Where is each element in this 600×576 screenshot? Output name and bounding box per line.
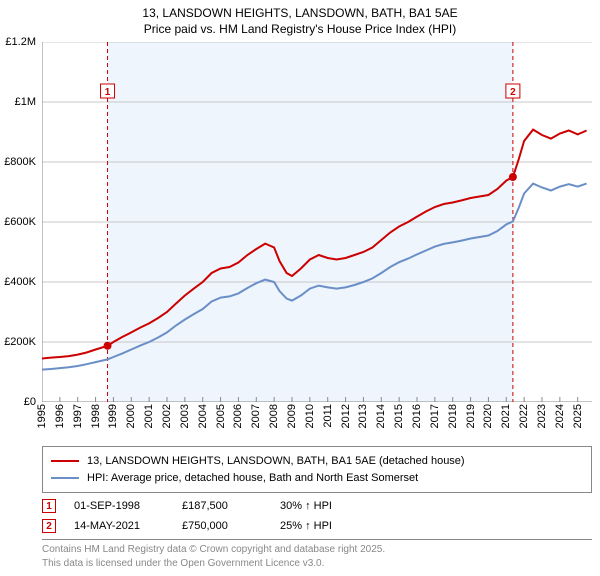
attribution-line-1: Contains HM Land Registry data © Crown c…: [42, 543, 592, 557]
x-tick-label: 2011: [322, 404, 334, 428]
plot-area: £0£200K£400K£600K£800K£1M£1.2M 12: [42, 42, 592, 402]
sale-pct-vs-hpi: 30% ↑ HPI: [280, 500, 370, 512]
legend-swatch-hpi: [51, 477, 79, 479]
x-tick-label: 2020: [482, 404, 494, 428]
title-line-1: 13, LANSDOWN HEIGHTS, LANSDOWN, BATH, BA…: [0, 6, 600, 20]
attribution: Contains HM Land Registry data © Crown c…: [42, 539, 592, 570]
x-tick-label: 2023: [536, 404, 548, 428]
x-tick-label: 2018: [447, 404, 459, 428]
sale-date: 14-MAY-2021: [74, 520, 164, 532]
x-tick-label: 2007: [250, 404, 262, 428]
legend-row-price-paid: 13, LANSDOWN HEIGHTS, LANSDOWN, BATH, BA…: [51, 453, 583, 470]
x-tick-label: 1997: [72, 404, 84, 428]
x-tick-label: 2001: [143, 404, 155, 428]
svg-text:2: 2: [510, 87, 516, 98]
y-tick-label: £600K: [4, 216, 36, 228]
x-tick-label: 2003: [179, 404, 191, 428]
chart-svg: 12: [42, 42, 592, 402]
x-tick-label: 2022: [518, 404, 530, 428]
x-tick-label: 2008: [268, 404, 280, 428]
legend: 13, LANSDOWN HEIGHTS, LANSDOWN, BATH, BA…: [42, 446, 592, 493]
attribution-line-2: This data is licensed under the Open Gov…: [42, 557, 592, 571]
sale-badge: 2: [42, 519, 56, 533]
sale-rows: 1 01-SEP-1998 £187,500 30% ↑ HPI 2 14-MAY-202…: [42, 499, 592, 533]
x-tick-label: 2005: [215, 404, 227, 428]
x-tick-label: 2002: [161, 404, 173, 428]
sale-date: 01-SEP-1998: [74, 500, 164, 512]
x-axis-labels: 1995199619971998199920002001200220032004…: [42, 404, 592, 442]
x-tick-label: 1996: [54, 404, 66, 428]
sale-badge: 1: [42, 499, 56, 513]
x-tick-label: 2017: [429, 404, 441, 428]
x-tick-label: 1995: [36, 404, 48, 428]
x-tick-label: 2021: [500, 404, 512, 428]
chart-titles: 13, LANSDOWN HEIGHTS, LANSDOWN, BATH, BA…: [0, 0, 600, 36]
x-tick-label: 2024: [554, 404, 566, 428]
x-tick-label: 2012: [340, 404, 352, 428]
x-tick-label: 1998: [90, 404, 102, 428]
chart-container: { "title_line1": "13, LANSDOWN HEIGHTS, …: [0, 0, 600, 570]
y-tick-label: £0: [24, 396, 36, 408]
x-tick-label: 2004: [197, 404, 209, 428]
sale-row: 2 14-MAY-2021 £750,000 25% ↑ HPI: [42, 519, 592, 533]
svg-text:1: 1: [105, 87, 111, 98]
x-tick-label: 2015: [393, 404, 405, 428]
legend-swatch-price-paid: [51, 460, 79, 462]
x-tick-label: 2010: [304, 404, 316, 428]
x-tick-label: 2016: [411, 404, 423, 428]
y-tick-label: £800K: [4, 156, 36, 168]
legend-label-price-paid: 13, LANSDOWN HEIGHTS, LANSDOWN, BATH, BA…: [87, 453, 465, 470]
x-tick-label: 2019: [465, 404, 477, 428]
x-tick-label: 2009: [286, 404, 298, 428]
sale-pct-vs-hpi: 25% ↑ HPI: [280, 520, 370, 532]
x-tick-label: 2013: [357, 404, 369, 428]
sale-price: £187,500: [182, 500, 262, 512]
x-tick-label: 2000: [125, 404, 137, 428]
x-tick-label: 2014: [375, 404, 387, 428]
y-tick-label: £400K: [4, 276, 36, 288]
x-tick-label: 2025: [572, 404, 584, 428]
y-tick-label: £1M: [15, 96, 36, 108]
legend-label-hpi: HPI: Average price, detached house, Bath…: [87, 470, 418, 487]
y-tick-label: £200K: [4, 336, 36, 348]
x-tick-label: 2006: [232, 404, 244, 428]
y-axis-labels: £0£200K£400K£600K£800K£1M£1.2M: [0, 42, 40, 402]
sale-price: £750,000: [182, 520, 262, 532]
legend-row-hpi: HPI: Average price, detached house, Bath…: [51, 470, 583, 487]
sale-row: 1 01-SEP-1998 £187,500 30% ↑ HPI: [42, 499, 592, 513]
title-line-2: Price paid vs. HM Land Registry's House …: [0, 22, 600, 36]
y-tick-label: £1.2M: [5, 36, 36, 48]
x-tick-label: 1999: [107, 404, 119, 428]
